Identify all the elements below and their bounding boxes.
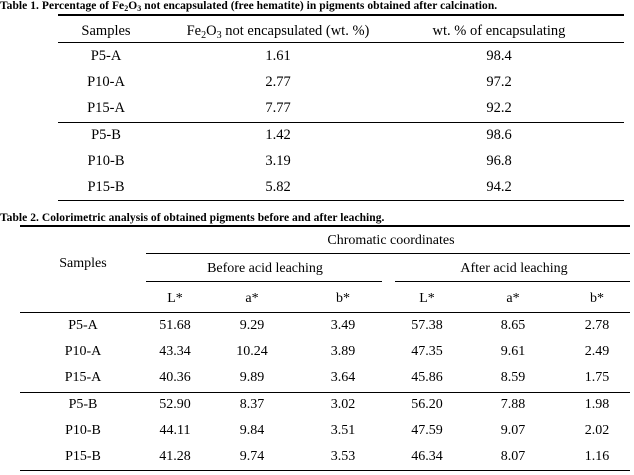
table1-cell-free-hematite: 2.77 bbox=[265, 74, 291, 90]
table1-cell-free-hematite: 1.61 bbox=[265, 48, 291, 64]
table1-cell-sample: P10-B bbox=[87, 153, 125, 169]
table1-header-encapsulating: wt. % of encapsulating bbox=[432, 23, 566, 39]
table2-caption: Table 2. Colorimetric analysis of obtain… bbox=[0, 212, 385, 224]
table2-cell-l-after: 57.38 bbox=[411, 318, 443, 333]
table2-cell-b-after: 1.75 bbox=[584, 370, 610, 385]
table2-cell-sample: P5-A bbox=[68, 318, 98, 333]
table2-cell-b-after: 1.16 bbox=[584, 449, 610, 464]
table1-top-rule bbox=[58, 14, 624, 16]
table2-after-rule bbox=[395, 281, 630, 282]
table2-cell-b-before: 3.89 bbox=[330, 344, 356, 359]
table1-cell-encapsulating: 96.8 bbox=[486, 153, 512, 169]
table2-header-coord: a* bbox=[245, 291, 259, 306]
table2-cell-sample: P10-A bbox=[64, 344, 102, 359]
table2-cell-l-after: 47.35 bbox=[411, 344, 443, 359]
table2-header-coord: b* bbox=[590, 291, 604, 306]
table2-chromatic-rule bbox=[146, 253, 630, 254]
table2-cell-b-after: 2.02 bbox=[584, 423, 610, 438]
table2-cell-a-before: 9.84 bbox=[239, 423, 265, 438]
table1-cell-free-hematite: 7.77 bbox=[265, 100, 291, 116]
table2-cell-sample: P10-B bbox=[65, 423, 101, 438]
table2-header-coord: L* bbox=[419, 291, 435, 306]
table2-header-rule bbox=[20, 312, 630, 313]
table2-cell-l-before: 41.28 bbox=[159, 449, 191, 464]
table2-before-rule bbox=[146, 281, 382, 282]
table2-cell-l-before: 43.34 bbox=[159, 344, 191, 359]
table2-header-coord: b* bbox=[336, 291, 350, 306]
table1-group-rule bbox=[58, 122, 624, 123]
table2-cell-a-before: 8.37 bbox=[239, 397, 265, 412]
table2-cell-l-before: 51.68 bbox=[159, 318, 191, 333]
table2-cell-b-after: 2.49 bbox=[584, 344, 610, 359]
table2-header-before: Before acid leaching bbox=[207, 261, 323, 276]
table1-cell-sample: P15-B bbox=[87, 179, 125, 195]
table2-cell-b-after: 1.98 bbox=[584, 397, 610, 412]
table2-top-rule bbox=[20, 225, 630, 227]
table2-cell-l-after: 46.34 bbox=[411, 449, 443, 464]
table1-cell-sample: P5-A bbox=[90, 48, 122, 64]
table2-cell-b-before: 3.53 bbox=[330, 449, 356, 464]
table1-bottom-rule bbox=[58, 200, 624, 201]
table2-cell-b-before: 3.02 bbox=[330, 397, 356, 412]
table1-caption: Table 1. Percentage of Fe2O3 not encapsu… bbox=[0, 0, 498, 13]
table2-cell-l-before: 52.90 bbox=[159, 397, 191, 412]
table1-cell-encapsulating: 92.2 bbox=[486, 100, 512, 116]
table1-header-fe2o3: Fe2O3 not encapsulated (wt. %) bbox=[186, 23, 370, 41]
table1-header-rule bbox=[58, 42, 624, 43]
table1-cell-free-hematite: 5.82 bbox=[265, 179, 291, 195]
table2-header-after: After acid leaching bbox=[460, 261, 568, 276]
table2-cell-l-before: 40.36 bbox=[159, 370, 191, 385]
table2-cell-sample: P15-A bbox=[64, 370, 102, 385]
table2-header-coord: a* bbox=[506, 291, 520, 306]
table2-cell-a-after: 8.07 bbox=[500, 449, 526, 464]
table1-cell-sample: P10-A bbox=[87, 74, 125, 90]
table2-cell-l-after: 45.86 bbox=[411, 370, 443, 385]
table1-header-samples: Samples bbox=[81, 23, 131, 39]
table1-cell-free-hematite: 3.19 bbox=[265, 153, 291, 169]
table2-cell-a-before: 9.29 bbox=[239, 318, 265, 333]
table2-cell-a-after: 7.88 bbox=[500, 397, 526, 412]
table2-cell-b-before: 3.64 bbox=[330, 370, 356, 385]
table2-cell-b-after: 2.78 bbox=[584, 318, 610, 333]
table2-cell-l-after: 47.59 bbox=[411, 423, 443, 438]
table2-header-coord: L* bbox=[167, 291, 183, 306]
table1-cell-encapsulating: 97.2 bbox=[486, 74, 512, 90]
table2-cell-a-before: 9.74 bbox=[239, 449, 265, 464]
table2-group-rule bbox=[20, 392, 630, 393]
table2-cell-a-after: 9.07 bbox=[500, 423, 526, 438]
table1-cell-free-hematite: 1.42 bbox=[265, 127, 291, 143]
table2-header-samples: Samples bbox=[59, 256, 107, 271]
table1-cell-sample: P5-B bbox=[91, 127, 121, 143]
table2-cell-a-before: 9.89 bbox=[239, 370, 265, 385]
table2-cell-a-after: 8.59 bbox=[500, 370, 526, 385]
table2-bottom-rule bbox=[20, 470, 630, 471]
table2-header-chromatic: Chromatic coordinates bbox=[327, 233, 455, 248]
table2-cell-b-before: 3.51 bbox=[330, 423, 356, 438]
table2-cell-l-after: 56.20 bbox=[411, 397, 443, 412]
table2-cell-a-after: 8.65 bbox=[500, 318, 526, 333]
table2-cell-l-before: 44.11 bbox=[159, 423, 191, 438]
table2-cell-b-before: 3.49 bbox=[330, 318, 356, 333]
table2-cell-sample: P15-B bbox=[65, 449, 101, 464]
table1-cell-encapsulating: 98.6 bbox=[486, 127, 512, 143]
table2-cell-sample: P5-B bbox=[68, 397, 98, 412]
table2-cell-a-before: 10.24 bbox=[236, 344, 268, 359]
table2-cell-a-after: 9.61 bbox=[500, 344, 526, 359]
table1-cell-encapsulating: 98.4 bbox=[486, 48, 512, 64]
table1-cell-encapsulating: 94.2 bbox=[486, 179, 512, 195]
table1-cell-sample: P15-A bbox=[87, 100, 125, 116]
